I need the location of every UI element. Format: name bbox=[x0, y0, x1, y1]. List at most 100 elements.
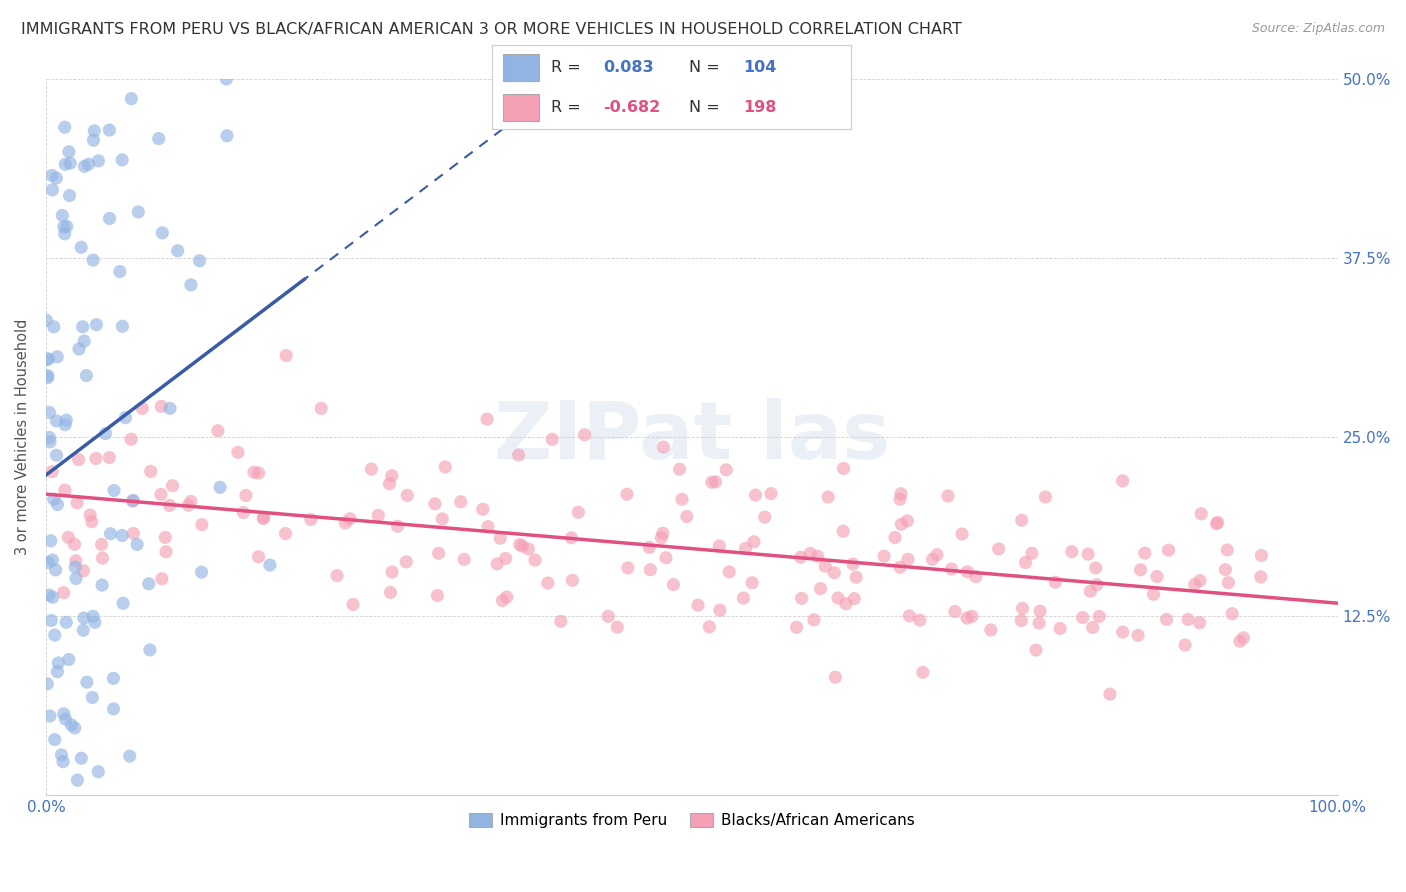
Point bbox=[523, 553, 546, 567]
Point bbox=[55, 615, 77, 630]
Text: -0.682: -0.682 bbox=[603, 100, 661, 115]
Point bbox=[41, 591, 63, 605]
Point bbox=[960, 609, 983, 624]
Point bbox=[742, 534, 765, 549]
Point bbox=[1010, 614, 1032, 628]
Point bbox=[1060, 544, 1083, 558]
Point bbox=[980, 623, 1002, 637]
Point bbox=[63, 537, 86, 551]
Point bbox=[162, 479, 184, 493]
Point bbox=[51, 209, 73, 223]
Point bbox=[59, 156, 82, 170]
Point bbox=[51, 747, 73, 762]
Point bbox=[121, 494, 143, 508]
Point bbox=[55, 413, 77, 427]
Text: N =: N = bbox=[689, 60, 720, 75]
Point bbox=[150, 226, 173, 240]
Point bbox=[45, 448, 67, 462]
Point bbox=[1080, 584, 1102, 599]
Point bbox=[652, 440, 675, 454]
Point bbox=[76, 675, 98, 690]
Point bbox=[39, 434, 62, 449]
Point bbox=[120, 432, 142, 446]
Point bbox=[72, 319, 94, 334]
Point bbox=[215, 72, 238, 87]
Point bbox=[709, 603, 731, 617]
Point bbox=[150, 572, 173, 586]
Point bbox=[114, 410, 136, 425]
Point bbox=[1025, 643, 1047, 657]
Point bbox=[138, 576, 160, 591]
Point bbox=[75, 368, 97, 383]
Point bbox=[700, 475, 723, 490]
Point bbox=[37, 351, 59, 366]
Point bbox=[491, 593, 513, 607]
Point bbox=[259, 558, 281, 573]
Point bbox=[477, 519, 499, 533]
Point bbox=[744, 488, 766, 502]
Point bbox=[789, 550, 811, 565]
Point bbox=[1045, 575, 1067, 590]
Point bbox=[39, 614, 62, 628]
Point bbox=[1188, 574, 1211, 588]
Point bbox=[1049, 622, 1071, 636]
Point bbox=[252, 511, 274, 525]
Point bbox=[53, 120, 76, 135]
Point bbox=[1174, 638, 1197, 652]
Point bbox=[209, 480, 232, 494]
Point bbox=[39, 533, 62, 548]
Point bbox=[495, 551, 517, 566]
Point bbox=[807, 549, 830, 564]
Point bbox=[1077, 547, 1099, 561]
Point bbox=[1250, 549, 1272, 563]
Point bbox=[427, 546, 450, 560]
Point bbox=[550, 615, 572, 629]
Point bbox=[108, 264, 131, 278]
Point bbox=[1071, 610, 1094, 624]
Point bbox=[91, 578, 114, 592]
Point bbox=[118, 749, 141, 764]
Point bbox=[1011, 601, 1033, 615]
Point bbox=[510, 539, 533, 553]
Point bbox=[655, 550, 678, 565]
Point bbox=[60, 718, 83, 732]
Point bbox=[1215, 563, 1237, 577]
Point bbox=[537, 576, 560, 591]
Point bbox=[235, 488, 257, 502]
Point bbox=[207, 424, 229, 438]
Point bbox=[598, 609, 620, 624]
Point bbox=[832, 461, 855, 475]
Point bbox=[426, 589, 449, 603]
Point bbox=[66, 496, 89, 510]
Point bbox=[131, 401, 153, 416]
Point bbox=[898, 608, 921, 623]
Point bbox=[1146, 569, 1168, 583]
Point bbox=[35, 313, 58, 327]
Text: R =: R = bbox=[551, 60, 581, 75]
Point bbox=[39, 709, 62, 723]
Point bbox=[58, 145, 80, 159]
Point bbox=[159, 499, 181, 513]
Point bbox=[188, 253, 211, 268]
Point bbox=[100, 526, 122, 541]
Point bbox=[58, 652, 80, 666]
Point bbox=[83, 615, 105, 630]
Point bbox=[38, 588, 60, 602]
Point bbox=[45, 414, 67, 428]
Point bbox=[1156, 612, 1178, 626]
Point bbox=[911, 665, 934, 680]
Point bbox=[82, 690, 104, 705]
Point bbox=[921, 552, 943, 566]
Point bbox=[98, 450, 121, 465]
Text: 198: 198 bbox=[742, 100, 776, 115]
Point bbox=[37, 677, 59, 691]
Point bbox=[82, 609, 104, 624]
Point bbox=[112, 596, 135, 610]
Point bbox=[508, 448, 530, 462]
Text: IMMIGRANTS FROM PERU VS BLACK/AFRICAN AMERICAN 3 OR MORE VEHICLES IN HOUSEHOLD C: IMMIGRANTS FROM PERU VS BLACK/AFRICAN AM… bbox=[21, 22, 962, 37]
Point bbox=[139, 643, 162, 657]
Point bbox=[232, 506, 254, 520]
Point bbox=[299, 512, 322, 526]
Point bbox=[326, 568, 349, 582]
Point bbox=[65, 572, 87, 586]
